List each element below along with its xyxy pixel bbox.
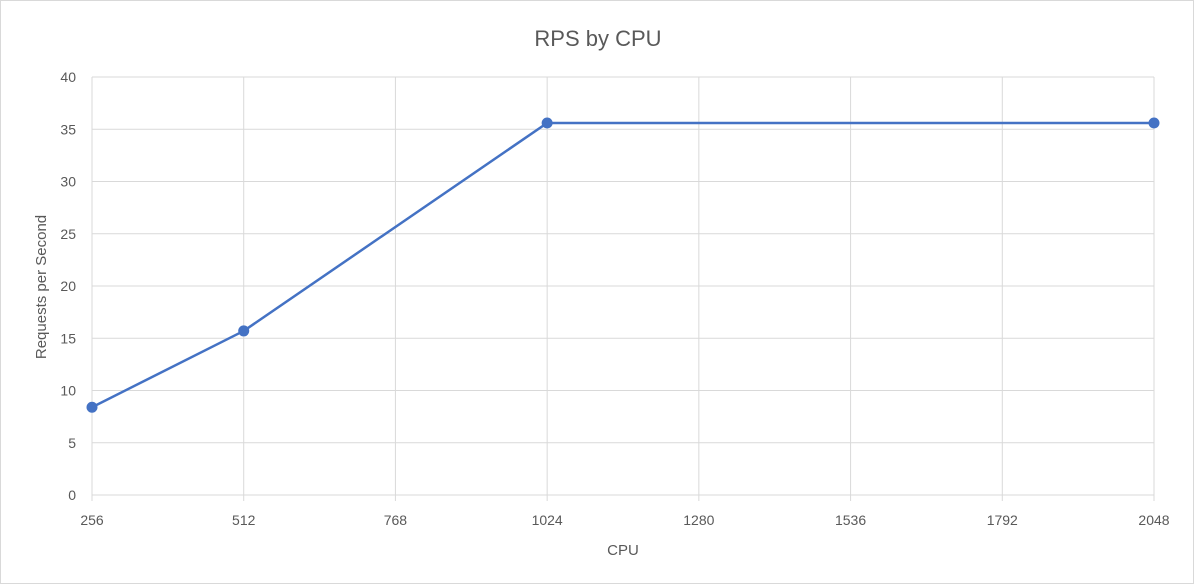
data-point <box>86 401 98 413</box>
series-line <box>91 121 1154 409</box>
y-tick-label: 35 <box>60 121 76 137</box>
x-tick-label: 512 <box>232 512 256 528</box>
gridlines <box>91 76 1155 495</box>
y-tick-label: 10 <box>60 383 76 399</box>
data-point <box>238 325 250 337</box>
y-tick-label: 25 <box>60 226 76 242</box>
x-axis-title: CPU <box>607 542 639 559</box>
y-tick-label: 30 <box>60 174 76 190</box>
y-tick-label: 5 <box>68 435 76 451</box>
chart-title: RPS by CPU <box>534 26 661 51</box>
x-tick-label: 1280 <box>683 512 714 528</box>
y-tick-label: 0 <box>68 487 76 503</box>
y-tick-label: 20 <box>60 278 76 294</box>
x-tick-label: 1024 <box>532 512 563 528</box>
y-tick-label: 15 <box>60 330 76 346</box>
x-tick-label: 2048 <box>1138 512 1169 528</box>
x-tick-label: 768 <box>384 512 408 528</box>
x-tick-label: 1536 <box>835 512 866 528</box>
data-point <box>541 117 553 129</box>
y-tick-label: 40 <box>60 69 76 85</box>
y-axis-title: Requests per Second <box>33 215 50 359</box>
x-tick-label: 1792 <box>987 512 1018 528</box>
x-tick-label: 256 <box>80 512 104 528</box>
series-group <box>86 117 1160 413</box>
data-point <box>1148 117 1160 129</box>
x-tick-labels: 256 512 768 1024 1280 1536 1792 2048 <box>80 512 1169 528</box>
y-tick-labels: 0 5 10 15 20 25 30 35 40 <box>60 69 76 503</box>
axes <box>91 494 1155 501</box>
